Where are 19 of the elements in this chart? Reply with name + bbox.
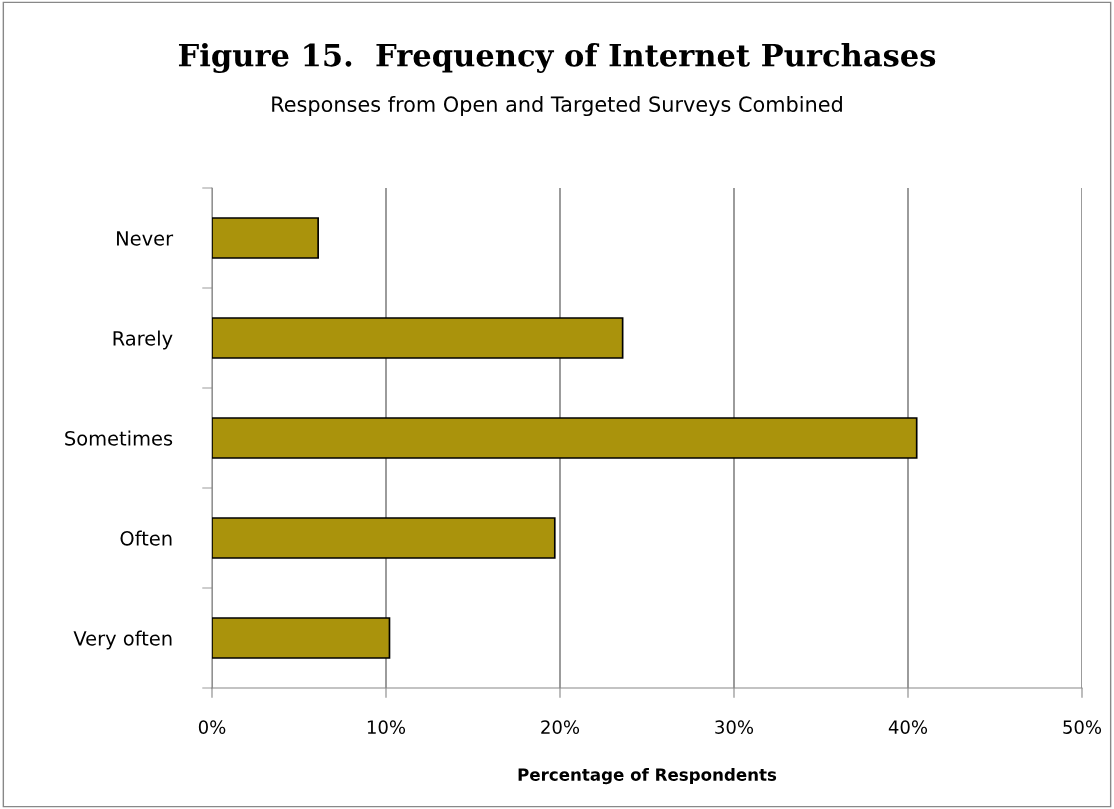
bar	[212, 217, 319, 259]
x-tick-label: 0%	[198, 720, 226, 734]
x-tick-label: 50%	[1063, 720, 1102, 734]
y-tick-label: Sometimes	[65, 430, 173, 446]
x-tick-label: 30%	[715, 720, 754, 734]
bar	[212, 317, 624, 359]
x-axis-title: Percentage of Respondents	[518, 767, 777, 785]
bar	[212, 517, 556, 559]
bar	[212, 617, 391, 659]
x-tick-label: 20%	[541, 720, 580, 734]
x-tick-label: 10%	[367, 720, 406, 734]
y-tick-label: Often	[120, 530, 172, 546]
y-tick-label: Rarely	[113, 330, 173, 350]
chart-subtitle: Responses from Open and Targeted Surveys Combined	[272, 95, 842, 117]
chart-title: Figure 15. Frequency of Internet Purchases	[178, 43, 936, 73]
y-tick-label: Very often	[73, 630, 172, 650]
y-tick-label: Never	[117, 231, 174, 246]
bar	[212, 417, 918, 459]
x-tick-label: 40%	[888, 720, 928, 734]
